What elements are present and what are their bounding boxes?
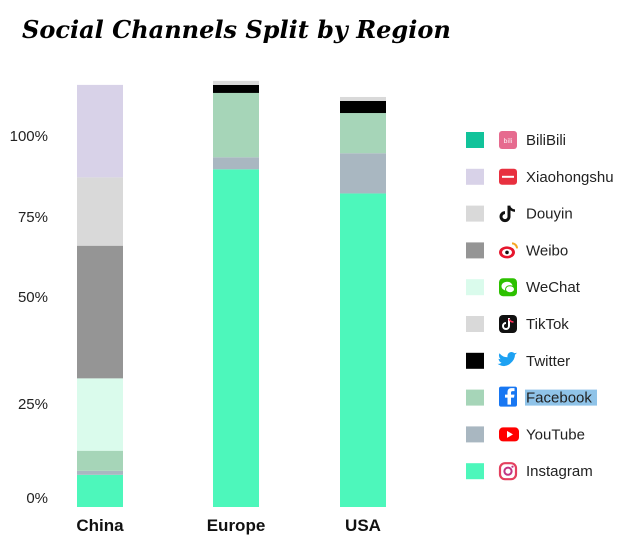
legend-item-xiaohongshu: Xiaohongshu [466,168,614,186]
y-axis: 0% 25% 50% 75% 100% [10,128,48,507]
bar-china-facebook [77,450,123,471]
bar-usa-tiktok [340,96,386,101]
bar-china-youtube [77,470,123,475]
legend: bili BiliBili Xiaohongshu Douyin Weibo WeChat… [466,131,614,481]
bar-usa-youtube [340,153,386,194]
bars [77,80,386,507]
bar-europe-facebook [213,92,259,158]
legend-swatch [466,132,484,148]
douyin-icon [499,205,516,223]
weibo-icon [499,242,518,259]
legend-swatch [466,316,484,332]
legend-label: TikTok [526,316,569,333]
bar-usa-facebook [340,113,386,154]
chart-title: Social Channels Split by Region [22,15,451,44]
y-tick-label: 50% [18,289,48,306]
legend-item-wechat: WeChat [466,278,581,297]
svg-text:bili: bili [504,138,513,145]
legend-label: WeChat [526,279,581,296]
legend-swatch [466,426,484,443]
xiaohongshu-icon [499,168,517,185]
instagram-icon [498,462,518,481]
y-tick-label: 100% [10,128,48,145]
facebook-icon [499,386,517,407]
legend-swatch [466,168,484,185]
legend-swatch [466,352,484,369]
x-label-europe: Europe [207,516,266,535]
bar-europe-twitter [213,84,259,93]
x-axis: China Europe USA [76,516,381,535]
bar-china-wechat [77,378,123,451]
legend-label: Weibo [526,242,568,259]
twitter-icon [497,351,517,367]
bar-europe-instagram [213,169,259,507]
legend-label: Xiaohongshu [526,169,614,186]
tiktok-icon [499,315,517,333]
y-tick-label: 75% [18,209,48,226]
y-tick-label: 25% [18,396,48,413]
bar-usa-instagram [340,193,386,507]
legend-item-bilibili: bili BiliBili [466,131,566,149]
bar-europe-youtube [213,157,259,170]
legend-label: Instagram [526,463,593,480]
legend-swatch [466,389,484,406]
legend-swatch [466,242,484,259]
legend-item-tiktok: TikTok [466,315,569,333]
legend-label: Douyin [526,206,573,223]
legend-item-youtube: YouTube [466,426,585,443]
legend-item-instagram: Instagram [466,462,593,481]
bar-china-douyin [77,177,123,246]
legend-label: BiliBili [526,132,566,149]
youtube-icon [499,427,519,442]
legend-swatch [466,279,484,296]
legend-swatch [466,205,484,222]
legend-label: Facebook [526,390,592,407]
bilibili-icon: bili [499,131,517,149]
legend-swatch [466,463,484,480]
text-selection-highlight [525,389,597,406]
y-tick-label: 0% [26,490,48,507]
legend-item-douyin: Douyin [466,205,573,223]
legend-item-weibo: Weibo [466,242,568,259]
legend-item-facebook: Facebook [466,386,597,407]
bar-usa-twitter [340,100,386,114]
bar-europe-tiktok [213,80,259,85]
bar-china-instagram [77,474,123,507]
bar-china-weibo [77,245,123,379]
x-label-china: China [76,516,124,535]
legend-label: Twitter [526,353,570,370]
wechat-icon [499,278,517,297]
legend-label: YouTube [526,426,585,443]
bar-china-xiaohongshu [77,84,123,178]
x-label-usa: USA [345,516,381,535]
legend-item-twitter: Twitter [466,351,570,370]
